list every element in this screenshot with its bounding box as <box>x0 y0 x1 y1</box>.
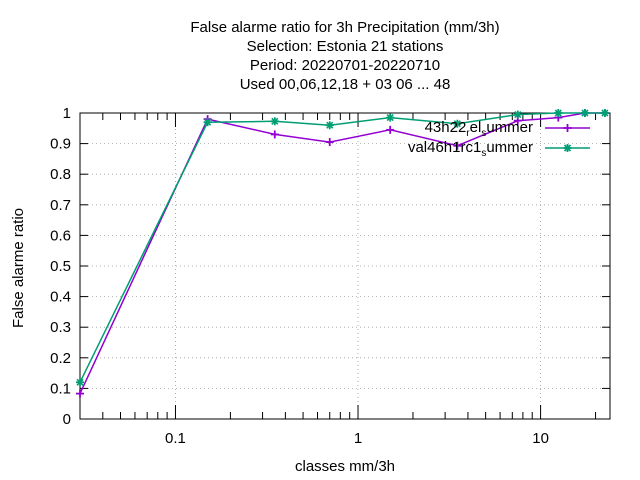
legend-1-end: ummer <box>486 119 533 136</box>
series-2-point-7 <box>554 109 563 117</box>
y-tick-label-10: 1 <box>63 105 71 122</box>
legend-1-mid: el <box>470 119 482 136</box>
y-tick-label-7: 0.7 <box>50 197 71 214</box>
y-tick-label-3: 0.3 <box>50 319 71 336</box>
legend-marker-1-glyph <box>563 124 572 132</box>
legend-2-end: ummer <box>486 139 533 156</box>
series-2-point-2 <box>270 117 279 126</box>
x-tick-label-1: 1 <box>354 430 362 447</box>
legend-2-main: val46h1rc1 <box>408 139 481 156</box>
x-tick-label-2: 10 <box>532 430 549 447</box>
legend-marker-2-glyph-d2 <box>563 144 572 152</box>
series-2-point-6-d2 <box>514 110 522 119</box>
title-line-2: Selection: Estonia 21 stations <box>247 38 444 55</box>
y-tick-label-5: 0.5 <box>50 258 71 275</box>
x-tick-label-0: 0.1 <box>165 430 186 447</box>
title-line-3: Period: 20220701-20220710 <box>250 57 440 74</box>
series-2-point-4 <box>386 113 395 122</box>
series-2-point-3 <box>325 121 334 130</box>
series-2-point-7-d2 <box>554 109 562 117</box>
series-2-point-9-d2 <box>601 109 609 117</box>
y-tick-label-6: 0.6 <box>50 227 71 244</box>
chart-title: False alarme ratio for 3h Precipitation … <box>190 19 499 93</box>
legend-label-2: val46h1rc1summer <box>408 139 533 159</box>
tick-labels: 0 0.1 0.2 0.3 0.4 0.5 0.6 0.7 0.8 0.9 1 0.1 1 10 <box>50 105 549 447</box>
legend-marker-1 <box>563 124 572 132</box>
y-tick-label-4: 0.4 <box>50 289 71 306</box>
legend-entry-2: val46h1rc1summer <box>408 139 590 159</box>
x-minor-ticks <box>102 113 597 419</box>
legend-1-sub2: s <box>481 128 486 139</box>
grid <box>80 112 610 420</box>
y-tick-label-0: 0 <box>63 411 71 428</box>
series-1-point-0 <box>76 389 84 398</box>
legend-label-1: 43h22relsummer <box>425 119 533 139</box>
y-tick-label-8: 0.8 <box>50 166 71 183</box>
series-1-point-3 <box>325 138 334 147</box>
legend-1-main: 43h22 <box>425 119 467 136</box>
legend-marker-2-glyph <box>563 144 572 152</box>
title-line-4: Used 00,06,12,18 + 03 06 ... 48 <box>240 76 451 93</box>
series-1-point-5 <box>453 141 462 150</box>
series-2-point-8-d2 <box>581 109 589 117</box>
y-tick-label-2: 0.2 <box>50 350 71 367</box>
series-2-point-5 <box>453 119 462 128</box>
series-2-point-1-d2 <box>204 118 212 126</box>
series-2-point-9 <box>600 109 609 117</box>
plot-frame <box>79 112 611 420</box>
series-1-point-4 <box>386 125 395 134</box>
legend-2-sub2: s <box>481 148 486 159</box>
x-axis-label: classes mm/3h <box>295 458 395 475</box>
legend-1-sub1: r <box>466 128 470 139</box>
legend-marker-2 <box>563 144 572 152</box>
series-2-point-2-d2 <box>271 117 279 125</box>
series-2-point-0 <box>76 378 84 387</box>
y-axis-label: False alarme ratio <box>10 208 27 328</box>
series-line-2 <box>79 112 605 383</box>
legend: 43h22relsummer val46h1rc1summer <box>408 119 590 159</box>
title-line-1: False alarme ratio for 3h Precipitation … <box>190 19 499 36</box>
series-2-point-5-d2 <box>453 120 461 128</box>
series-2-point-8 <box>580 109 589 117</box>
series-2-point-6 <box>513 110 522 119</box>
series-2-point-3-d2 <box>326 121 334 129</box>
series-2-point-4-d2 <box>386 114 394 122</box>
series-2-point-1 <box>203 118 212 127</box>
series-2-point-0-d2 <box>76 378 84 386</box>
y-tick-label-1: 0.1 <box>50 380 71 397</box>
y-tick-label-9: 0.9 <box>50 136 71 153</box>
legend-entry-1: 43h22relsummer <box>425 119 590 139</box>
series-layer <box>76 109 609 398</box>
series-1-point-2 <box>270 130 279 139</box>
series-line-1 <box>79 112 605 394</box>
